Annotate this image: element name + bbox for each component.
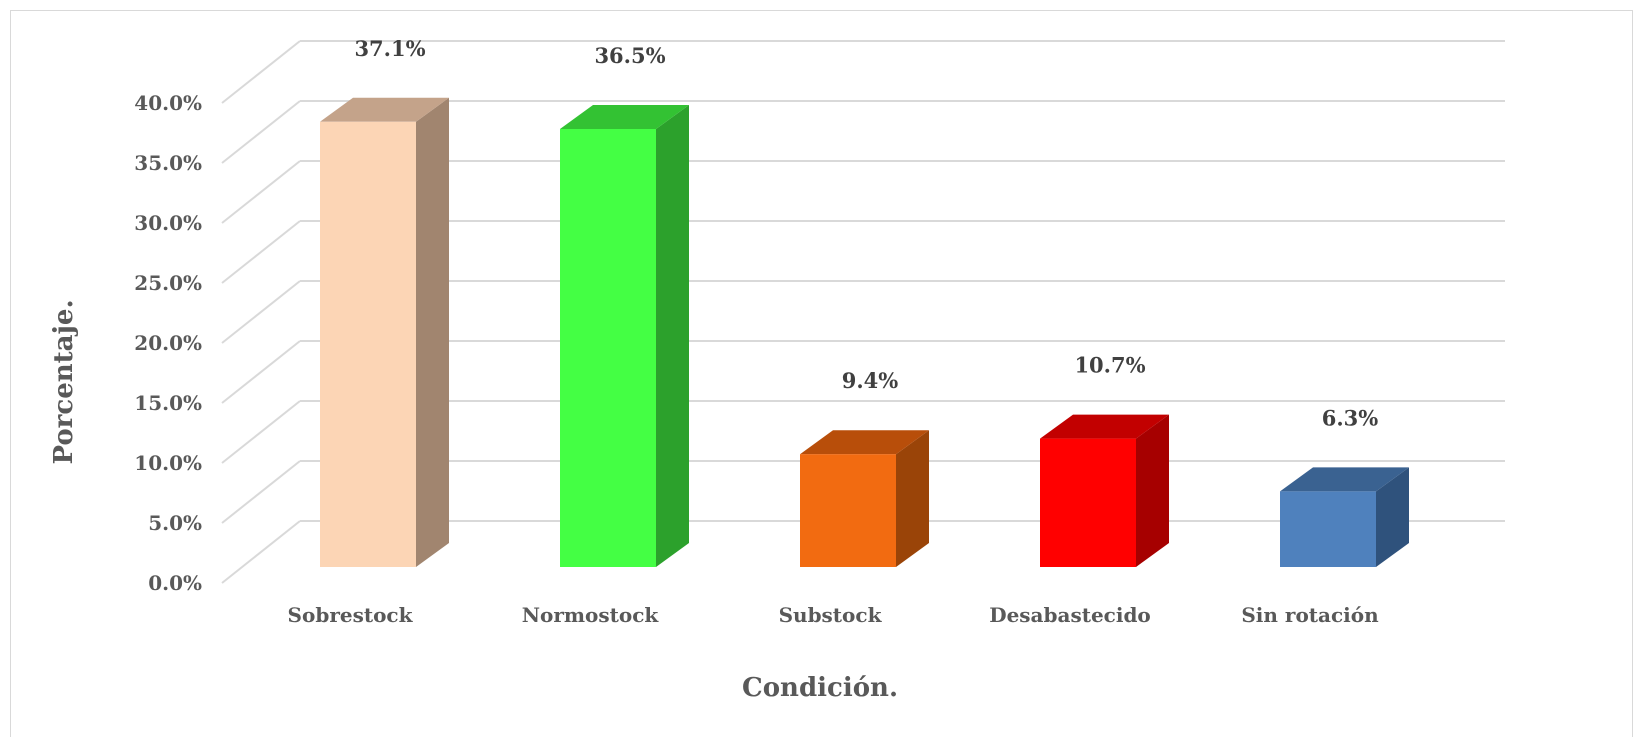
data-label: 6.3% [1322,405,1379,430]
gridline-side [221,340,301,404]
gridline-side [221,400,301,464]
x-tick-label: Sin rotación [1241,603,1379,627]
bar-side [1376,467,1409,567]
gridline-side [221,160,301,224]
y-tick-label: 10.0% [134,451,202,475]
data-label: 36.5% [594,43,665,68]
gridline-side [221,460,301,524]
bar-top [1280,467,1409,492]
bar [1040,438,1136,567]
data-label: 37.1% [354,36,425,61]
y-tick-label: 40.0% [134,91,202,115]
x-tick-label: Sobrestock [288,603,414,627]
y-axis-ticks: 0.0% 5.0% 10.0% 15.0% 20.0% 25.0% 30.0% 35.0% 40… [134,91,202,595]
bar [560,129,656,567]
bars [320,97,1409,568]
data-label: 10.7% [1074,353,1145,378]
gridline-side [221,100,301,164]
bar-side [656,105,689,567]
bar [1280,491,1376,567]
gridline-side [221,280,301,344]
bar-top [560,105,689,129]
y-tick-label: 35.0% [134,151,202,175]
y-tick-label: 30.0% [134,211,202,235]
y-axis-title: Porcentaje. [49,299,79,464]
x-tick-label: Desabastecido [989,603,1151,627]
bar-top [320,97,449,122]
data-labels: 37.1% 36.5% 9.4% 10.7% 6.3% [354,36,1378,431]
gridline-side [221,520,301,584]
y-tick-label: 5.0% [148,511,202,535]
x-axis-categories: Sobrestock Normostock Substock Desabastecid… [288,603,1380,627]
y-tick-label: 0.0% [148,571,202,595]
bar-side [896,430,929,567]
x-tick-label: Normostock [522,603,660,627]
y-tick-label: 25.0% [134,271,202,295]
y-tick-label: 15.0% [134,391,202,415]
bar-side [416,97,449,568]
x-tick-label: Substock [779,603,883,627]
gridline-side [221,40,301,104]
data-label: 9.4% [842,368,899,393]
bar-top [1040,414,1169,439]
x-axis-title: Condición. [742,673,898,703]
chart-area [10,10,1633,737]
gridline-side [221,220,301,284]
bar [800,454,896,567]
bar-top [800,430,929,455]
bar [320,121,416,568]
y-tick-label: 20.0% [134,331,202,355]
bar-side [1136,414,1169,567]
